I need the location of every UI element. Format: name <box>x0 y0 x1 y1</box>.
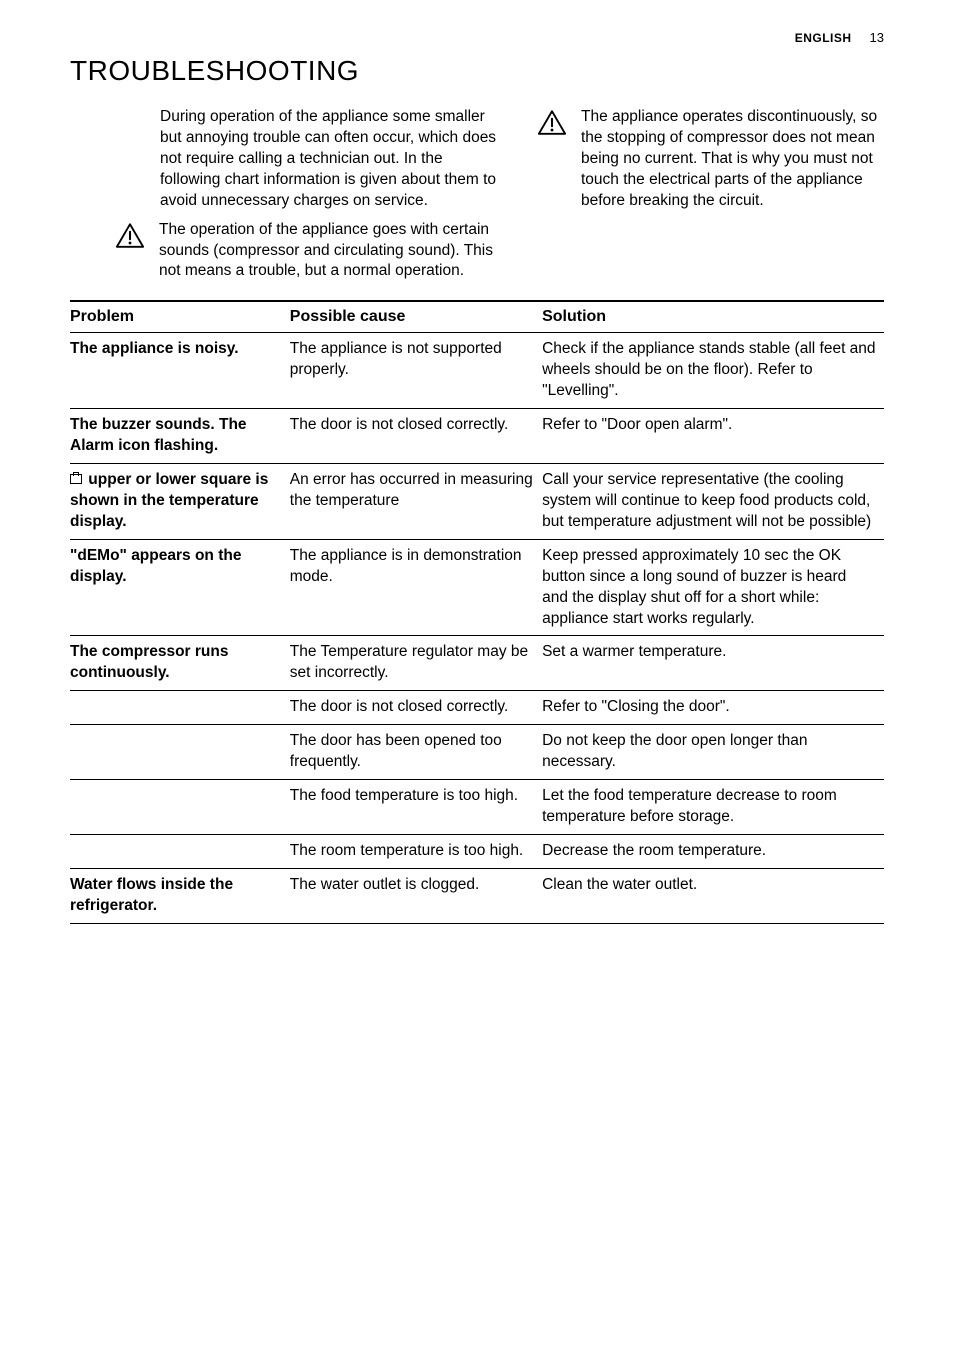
table-row: The door has been opened too frequently.… <box>70 725 884 780</box>
table-cell-problem: "dEMo" appears on the display. <box>70 539 290 636</box>
table-row: The buzzer sounds. The Alarm icon flashi… <box>70 409 884 464</box>
page-header: ENGLISH 13 <box>70 30 884 45</box>
table-cell-problem <box>70 725 290 780</box>
table-cell-cause: The appliance is in demonstration mode. <box>290 539 542 636</box>
table-cell-problem: Water flows inside the refrigerator. <box>70 868 290 923</box>
intro-paragraph: During operation of the appliance some s… <box>160 107 507 212</box>
warning-icon <box>537 107 569 143</box>
table-header-solution: Solution <box>542 301 884 333</box>
table-cell-problem: The appliance is noisy. <box>70 333 290 409</box>
header-language: ENGLISH <box>795 31 852 45</box>
table-cell-problem <box>70 780 290 835</box>
table-cell-solution: Check if the appliance stands stable (al… <box>542 333 884 409</box>
square-display-icon <box>70 474 82 484</box>
table-cell-cause: The door is not closed correctly. <box>290 409 542 464</box>
table-header-row: Problem Possible cause Solution <box>70 301 884 333</box>
intro-right-column: The appliance operates discontinuously, … <box>537 107 884 282</box>
table-cell-cause: The door has been opened too frequently. <box>290 725 542 780</box>
intro-section: During operation of the appliance some s… <box>70 107 884 282</box>
table-cell-problem: upper or lower square is shown in the te… <box>70 463 290 539</box>
table-row: The room temperature is too high.Decreas… <box>70 834 884 868</box>
table-cell-cause: The food temperature is too high. <box>290 780 542 835</box>
table-header-problem: Problem <box>70 301 290 333</box>
table-cell-cause: The door is not closed correctly. <box>290 691 542 725</box>
header-page-number: 13 <box>870 30 884 45</box>
table-cell-solution: Clean the water outlet. <box>542 868 884 923</box>
warning-icon <box>115 220 147 256</box>
table-row: Water flows inside the refrigerator.The … <box>70 868 884 923</box>
page-title: TROUBLESHOOTING <box>70 55 884 87</box>
table-cell-problem <box>70 834 290 868</box>
warning-block-sounds: The operation of the appliance goes with… <box>115 220 507 283</box>
table-cell-cause: An error has occurred in measuring the t… <box>290 463 542 539</box>
table-cell-solution: Keep pressed approximately 10 sec the OK… <box>542 539 884 636</box>
intro-left-column: During operation of the appliance some s… <box>160 107 507 282</box>
table-row: The food temperature is too high.Let the… <box>70 780 884 835</box>
table-cell-solution: Refer to "Closing the door". <box>542 691 884 725</box>
table-cell-problem: The compressor runs continuously. <box>70 636 290 691</box>
table-cell-problem <box>70 691 290 725</box>
table-cell-solution: Let the food temperature decrease to roo… <box>542 780 884 835</box>
warning-discontinuous-text: The appliance operates discontinuously, … <box>581 107 884 212</box>
warning-sounds-text: The operation of the appliance goes with… <box>159 220 507 283</box>
table-cell-solution: Do not keep the door open longer than ne… <box>542 725 884 780</box>
table-row: "dEMo" appears on the display.The applia… <box>70 539 884 636</box>
table-cell-cause: The Temperature regulator may be set inc… <box>290 636 542 691</box>
table-row: The door is not closed correctly.Refer t… <box>70 691 884 725</box>
table-cell-cause: The appliance is not supported properly. <box>290 333 542 409</box>
warning-block-discontinuous: The appliance operates discontinuously, … <box>537 107 884 212</box>
table-row: The appliance is noisy.The appliance is … <box>70 333 884 409</box>
table-header-cause: Possible cause <box>290 301 542 333</box>
table-cell-solution: Decrease the room temperature. <box>542 834 884 868</box>
table-cell-solution: Call your service representative (the co… <box>542 463 884 539</box>
table-row: upper or lower square is shown in the te… <box>70 463 884 539</box>
table-cell-problem: The buzzer sounds. The Alarm icon flashi… <box>70 409 290 464</box>
table-cell-solution: Refer to "Door open alarm". <box>542 409 884 464</box>
table-row: The compressor runs continuously.The Tem… <box>70 636 884 691</box>
table-cell-solution: Set a warmer temperature. <box>542 636 884 691</box>
table-cell-cause: The room temperature is too high. <box>290 834 542 868</box>
troubleshooting-table: Problem Possible cause Solution The appl… <box>70 300 884 923</box>
table-cell-cause: The water outlet is clogged. <box>290 868 542 923</box>
